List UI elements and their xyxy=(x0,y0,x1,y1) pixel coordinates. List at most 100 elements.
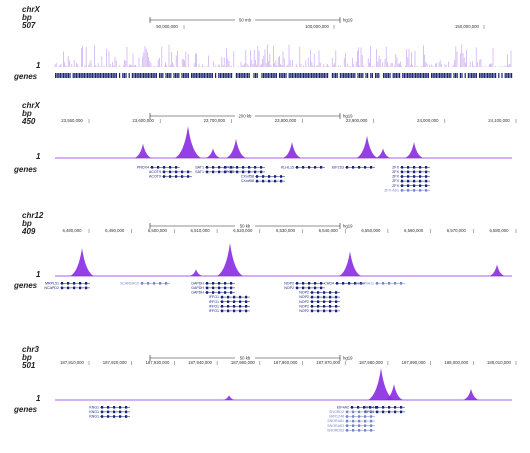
coordinate-ruler: 187,910,000 187,920,000 187,930,000 187,940… xyxy=(60,360,517,365)
tick-label: 6,520,000 xyxy=(233,228,253,233)
signal-peak xyxy=(339,251,361,276)
bp-label: bp xyxy=(22,219,32,228)
gene-label: KNG1 xyxy=(89,410,99,414)
tick-label: 188,000,000 xyxy=(444,360,469,365)
track-min-value: 1 xyxy=(36,394,41,403)
gene-label: CXorf58 xyxy=(241,175,254,179)
bp-label: bp xyxy=(22,109,32,118)
tick-label: 6,570,000 xyxy=(447,228,467,233)
gene-label: SNORD63 xyxy=(327,428,344,432)
tick-label: 6,490,000 xyxy=(105,228,125,233)
gene-label: NCAPD2 xyxy=(44,286,59,290)
gene-label: SCARNA10 xyxy=(120,281,139,285)
tick-label: 187,930,000 xyxy=(145,360,170,365)
tick-label: 23,900,000 xyxy=(346,118,368,123)
gene-label: SCARNA11 xyxy=(355,281,374,285)
gene-label: IFFO1 xyxy=(209,309,219,313)
signal-peak xyxy=(189,269,203,276)
track-min-value: 1 xyxy=(36,152,41,161)
signal-track xyxy=(55,126,512,159)
gene-label: SAT1 xyxy=(195,170,204,174)
track-max-value: 507 xyxy=(22,21,36,30)
gene-label: NOP2 xyxy=(299,309,309,313)
tick-label: 6,530,000 xyxy=(276,228,296,233)
tick-label: 187,950,000 xyxy=(231,360,256,365)
tick-label: 187,910,000 xyxy=(60,360,85,365)
gene-label: GAPDH xyxy=(191,281,204,285)
signal-peak xyxy=(463,388,479,400)
track-min-value: 1 xyxy=(36,61,41,70)
tick-label: 23,550,000 xyxy=(61,118,83,123)
tick-label: 187,980,000 xyxy=(359,360,384,365)
chromosome-label: chrX xyxy=(22,101,40,110)
assembly-label: hg19 xyxy=(343,356,353,361)
signal-peak xyxy=(226,138,246,158)
gene-label: KLHL15 xyxy=(281,165,294,169)
track-min-value: 1 xyxy=(36,270,41,279)
gene-label: GAPDH xyxy=(191,291,204,295)
tick-label: 187,970,000 xyxy=(316,360,341,365)
tick-label: 150,000,000 xyxy=(455,24,480,29)
gene-label: SAT1 xyxy=(195,165,204,169)
tick-label: 6,550,000 xyxy=(361,228,381,233)
track-max-value: 450 xyxy=(21,117,36,126)
tick-label: 6,540,000 xyxy=(319,228,339,233)
chromosome-label: chrX xyxy=(22,5,40,14)
gene-label: ZFX-AS1 xyxy=(384,188,399,192)
gene-label: APOO xyxy=(224,170,235,174)
genes-label: genes xyxy=(13,165,38,174)
signal-peak xyxy=(375,148,391,158)
gene-label: EIF4A2 xyxy=(337,405,349,409)
gene-label: NOP2 xyxy=(284,281,294,285)
signal-peak xyxy=(70,247,94,276)
tick-label: 187,920,000 xyxy=(103,360,128,365)
tick-label: 24,100,000 xyxy=(488,118,510,123)
gene-label: MRPL51 xyxy=(45,281,59,285)
gene-label: ACOT9 xyxy=(149,175,161,179)
genes-label: genes xyxy=(13,281,38,290)
gene-label: IFFO1 xyxy=(209,295,219,299)
scale-bar: 50 kb hg19 xyxy=(149,354,353,361)
signal-peak xyxy=(283,142,301,158)
signal-peak xyxy=(405,142,423,158)
bp-label: bp xyxy=(22,353,32,362)
signal-peak xyxy=(217,243,243,276)
gene-label: ZFX xyxy=(392,184,399,188)
gene-label: KNG1 xyxy=(89,415,99,419)
genes-label: genes xyxy=(13,72,38,81)
genes-track: PRDX4ACOT9ACOT9SAT1SAT1APOOAPOOCXorf58CX… xyxy=(137,165,430,192)
genes-track xyxy=(55,73,513,78)
signal-peak xyxy=(134,143,152,158)
scale-text: 50 kb xyxy=(240,356,251,361)
signal-peak xyxy=(356,135,378,158)
gene-label: GAPDH xyxy=(191,286,204,290)
scale-bar: 50 kb hg19 xyxy=(149,222,353,229)
scale-text: 200 kb xyxy=(239,114,253,119)
signal-track xyxy=(54,44,512,67)
tick-label: 6,510,000 xyxy=(191,228,211,233)
gene-label: APOO xyxy=(224,165,235,169)
tick-label: 187,940,000 xyxy=(188,360,213,365)
coordinate-ruler: 23,550,000 23,600,000 23,700,000 23,800,000… xyxy=(61,118,517,123)
signal-peak xyxy=(385,384,403,400)
gene-label: IFFO1 xyxy=(209,300,219,304)
tick-label: 23,800,000 xyxy=(275,118,297,123)
tick-label: 187,960,000 xyxy=(274,360,299,365)
tick-label: 24,000,000 xyxy=(417,118,439,123)
track-max-value: 409 xyxy=(21,227,36,236)
tick-label: 100,000,000 xyxy=(305,24,330,29)
gene-label: ZFX xyxy=(392,165,399,169)
gene-label: PRDX4 xyxy=(137,165,149,169)
gene-label: SNORD2 xyxy=(329,410,344,414)
gene-label: CXorf58 xyxy=(241,179,254,183)
scale-text: 50 kb xyxy=(240,224,251,229)
tick-label: 6,480,000 xyxy=(62,228,82,233)
gene-label: NOP2 xyxy=(284,286,294,290)
gene-label: RFC4 xyxy=(365,410,374,414)
signal-peak xyxy=(368,368,394,400)
genes-track: KNG1KNG1KNG1EIF4A2SNORD2MIR1248SNORA81SN… xyxy=(89,405,405,432)
